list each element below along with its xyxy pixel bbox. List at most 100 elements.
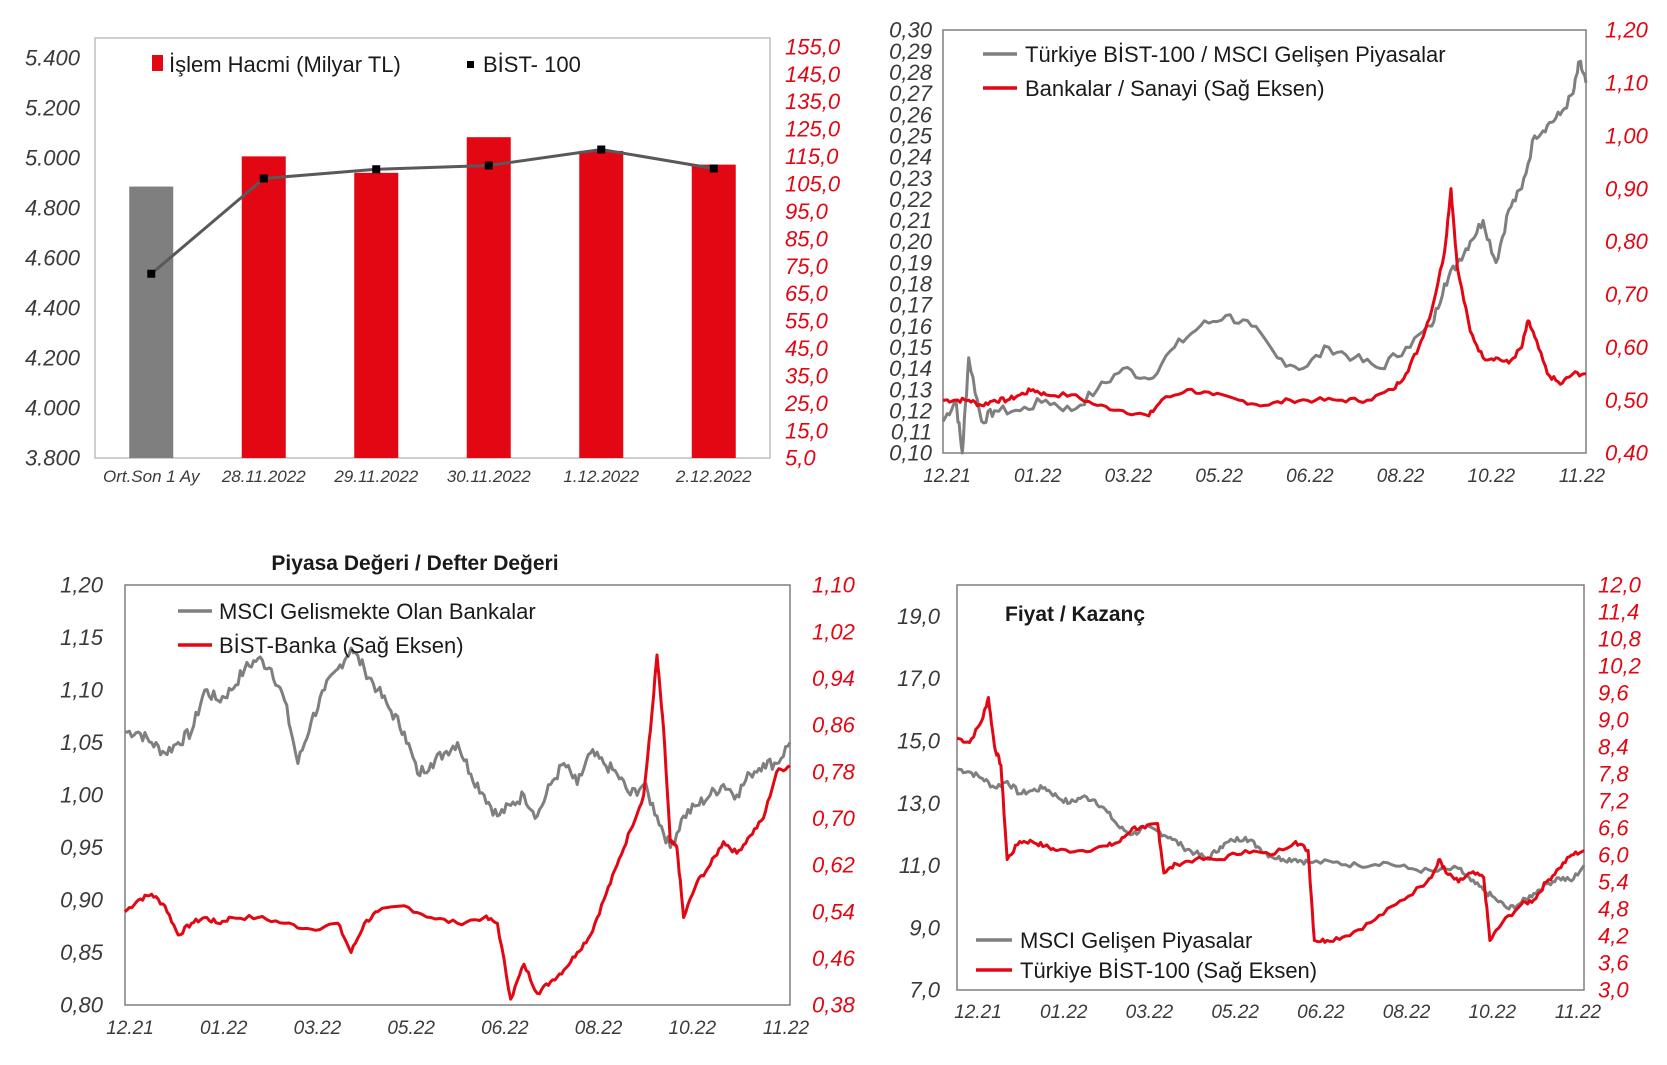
tick-label: 0,38 bbox=[812, 993, 856, 1018]
x-tick-label: 06.22 bbox=[1297, 1002, 1345, 1023]
legend: İşlem Hacmi (Milyar TL) BİST- 100 bbox=[152, 52, 581, 77]
x-tick-label: 30.11.2022 bbox=[447, 467, 531, 486]
tick-label: 1,02 bbox=[812, 619, 855, 644]
tick-label: 3.800 bbox=[25, 446, 81, 471]
tick-label: 0,23 bbox=[889, 166, 933, 191]
x-tick-label: 03.22 bbox=[1126, 1002, 1174, 1023]
x-tick-label: 10.22 bbox=[1468, 466, 1516, 487]
tick-label: 9,6 bbox=[1598, 681, 1629, 706]
legend-swatch-bist bbox=[467, 61, 474, 68]
tick-label: 3,0 bbox=[1598, 978, 1629, 1003]
x-tick-label: 05.22 bbox=[1195, 466, 1243, 487]
tick-label: 155,0 bbox=[785, 34, 841, 59]
tick-label: 4.000 bbox=[25, 396, 81, 421]
x-axis-ticks: Ort.Son 1 Ay 28.11.2022 29.11.2022 30.11.20… bbox=[103, 467, 752, 486]
tick-label: 0,70 bbox=[1605, 282, 1649, 307]
x-axis-ticks: 12.21 01.22 03.22 05.22 06.22 08.22 10.22 11.22 bbox=[106, 1018, 809, 1039]
legend-bist100: Türkiye BİST-100 (Sağ Eksen) bbox=[1020, 958, 1317, 983]
tick-label: 3,6 bbox=[1598, 951, 1629, 976]
tick-label: 0,90 bbox=[60, 888, 104, 913]
tick-label: 6,6 bbox=[1598, 816, 1629, 841]
plot-frame bbox=[956, 584, 1585, 991]
tick-label: 15,0 bbox=[897, 728, 941, 753]
tick-label: 0,20 bbox=[889, 229, 933, 254]
tick-label: 105,0 bbox=[785, 172, 841, 197]
tick-label: 0,15 bbox=[889, 335, 933, 360]
tick-label: 35,0 bbox=[785, 363, 829, 388]
tick-label: 1,20 bbox=[60, 573, 104, 598]
x-tick-label: 10.22 bbox=[669, 1018, 717, 1039]
tick-label: 7,2 bbox=[1598, 789, 1629, 814]
tick-label: 10,2 bbox=[1598, 654, 1641, 679]
tick-label: 5.200 bbox=[25, 96, 81, 121]
right-axis-ticks: 0,38 0,46 0,54 0,62 0,70 0,78 0,86 0,94 1,02 1,10 bbox=[812, 573, 856, 1018]
left-axis-ticks: 3.800 4.000 4.200 4.400 4.600 4.800 5.000 5.200… bbox=[25, 46, 81, 471]
x-tick-label: 12.21 bbox=[106, 1018, 154, 1039]
left-axis-ticks: 0,100,110,120,130,140,150,160,170,180,19… bbox=[889, 18, 933, 466]
tick-label: 9,0 bbox=[1598, 708, 1629, 733]
tick-label: 0,60 bbox=[1605, 335, 1649, 360]
tick-label: 0,27 bbox=[889, 81, 933, 106]
tick-label: 10,8 bbox=[1598, 627, 1642, 652]
tick-label: 0,13 bbox=[889, 377, 933, 402]
legend-banks-industry: Bankalar / Sanayi (Sağ Eksen) bbox=[1025, 76, 1325, 101]
legend: Türkiye BİST-100 / MSCI Gelişen Piyasala… bbox=[983, 42, 1446, 101]
bist-point bbox=[259, 174, 268, 183]
x-tick-label: 06.22 bbox=[1286, 466, 1334, 487]
x-tick-label: 08.22 bbox=[1383, 1002, 1431, 1023]
x-tick-label: 03.22 bbox=[1105, 466, 1153, 487]
tick-label: 0,70 bbox=[812, 806, 856, 831]
price-to-book-chart: Piyasa Değeri / Defter Değeri 0,800,850,… bbox=[60, 552, 855, 1039]
relative-performance-chart: 0,100,110,120,130,140,150,160,170,180,19… bbox=[889, 18, 1648, 487]
tick-label: 45,0 bbox=[785, 336, 829, 361]
tick-label: 65,0 bbox=[785, 281, 829, 306]
tick-label: 12,0 bbox=[1598, 573, 1642, 598]
tick-label: 5.000 bbox=[25, 146, 81, 171]
volume-bar bbox=[241, 156, 286, 459]
tick-label: 0,46 bbox=[812, 946, 856, 971]
bist-line bbox=[147, 145, 718, 278]
tick-label: 1,10 bbox=[1605, 71, 1649, 96]
plot-frame bbox=[124, 584, 791, 1006]
tick-label: 1,00 bbox=[1605, 123, 1649, 148]
tick-label: 7,0 bbox=[909, 978, 940, 1003]
x-tick-label: 28.11.2022 bbox=[221, 467, 306, 486]
x-tick-label: 12.21 bbox=[923, 466, 971, 487]
volume-chart: 3.800 4.000 4.200 4.400 4.600 4.800 5.000 5.200… bbox=[25, 34, 841, 486]
legend-msci-em: MSCI Gelişen Piyasalar bbox=[1020, 928, 1252, 953]
tick-label: 115,0 bbox=[785, 144, 839, 169]
x-axis-ticks: 12.21 01.22 03.22 05.22 06.22 08.22 10.22 11.22 bbox=[954, 1002, 1601, 1023]
tick-label: 135,0 bbox=[785, 89, 841, 114]
x-tick-label: 05.22 bbox=[1211, 1002, 1259, 1023]
bist-point bbox=[597, 145, 606, 154]
tick-label: 75,0 bbox=[785, 254, 829, 279]
tick-label: 0,19 bbox=[889, 250, 932, 275]
bist-point bbox=[709, 164, 718, 173]
x-tick-label: 03.22 bbox=[294, 1018, 342, 1039]
bist100-pe-line bbox=[956, 696, 1585, 944]
bist-bank-line bbox=[124, 653, 791, 1001]
chart-title: Piyasa Değeri / Defter Değeri bbox=[271, 552, 558, 575]
x-tick-label: 11.22 bbox=[763, 1018, 810, 1039]
x-tick-label: 08.22 bbox=[1377, 466, 1425, 487]
tick-label: 0,17 bbox=[889, 293, 933, 318]
series-lines bbox=[124, 646, 792, 1001]
tick-label: 0,30 bbox=[889, 18, 933, 43]
tick-label: 9,0 bbox=[909, 915, 940, 940]
x-tick-label: Ort.Son 1 Ay bbox=[103, 467, 201, 486]
tick-label: 0,78 bbox=[812, 759, 856, 784]
tick-label: 5,4 bbox=[1598, 870, 1629, 895]
tick-label: 19,0 bbox=[897, 604, 941, 629]
legend-bist-bank: BİST-Banka (Sağ Eksen) bbox=[219, 633, 464, 658]
tick-label: 0,54 bbox=[812, 899, 855, 924]
tick-label: 125,0 bbox=[785, 117, 841, 142]
series-lines bbox=[941, 59, 1588, 455]
x-tick-label: 08.22 bbox=[575, 1018, 623, 1039]
tick-label: 0,40 bbox=[1605, 441, 1649, 466]
x-axis-ticks: 12.21 01.22 03.22 05.22 06.22 08.22 10.22 11.22 bbox=[923, 466, 1605, 487]
legend-volume: İşlem Hacmi (Milyar TL) bbox=[169, 52, 401, 77]
tick-label: 1,05 bbox=[60, 730, 104, 755]
bist-point bbox=[372, 165, 381, 174]
tick-label: 13,0 bbox=[897, 791, 941, 816]
chart-title: Fiyat / Kazanç bbox=[1005, 603, 1145, 626]
